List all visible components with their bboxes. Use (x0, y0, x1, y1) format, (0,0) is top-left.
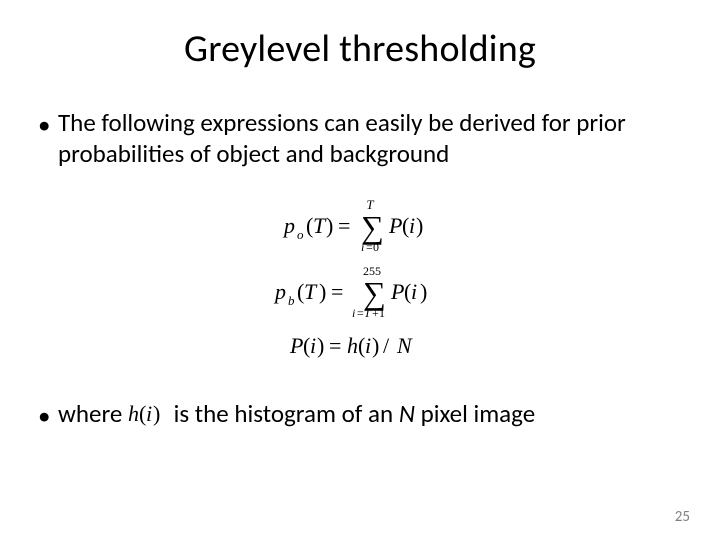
svg-text:i: i (361, 240, 364, 253)
svg-text:): ) (416, 213, 423, 238)
svg-text:P: P (390, 279, 404, 304)
svg-text:): ) (319, 279, 326, 304)
svg-text:=: = (331, 279, 343, 304)
svg-text:): ) (420, 279, 427, 304)
svg-text:i: i (310, 333, 316, 358)
svg-text:): ) (326, 213, 333, 238)
bullet-2: • where h ( i ) is the histogram of an N… (36, 399, 684, 434)
svg-text:=: = (338, 213, 350, 238)
svg-text:): ) (153, 402, 160, 426)
svg-text:P: P (388, 213, 402, 238)
svg-text:T: T (313, 213, 327, 238)
svg-text:N: N (396, 333, 413, 358)
svg-text:T: T (304, 279, 318, 304)
svg-text:T: T (366, 197, 374, 212)
svg-text:=: = (366, 240, 373, 253)
svg-text:0: 0 (373, 240, 379, 253)
svg-text:h: h (128, 402, 139, 426)
svg-text:i: i (411, 279, 417, 304)
bullet-2-tail: pixel image (415, 398, 535, 429)
svg-text:i: i (352, 306, 355, 319)
equation-pb: p b ( T ) = ∑ 255 i = T + 1 P ( i ) (255, 263, 465, 319)
svg-text:h: h (347, 333, 358, 358)
svg-text:i: i (365, 333, 371, 358)
bullet-2-text: where h ( i ) is the histogram of an N p… (58, 399, 684, 434)
svg-text:1: 1 (379, 306, 385, 319)
page-title: Greylevel thresholding (36, 26, 684, 72)
svg-text:i: i (409, 213, 415, 238)
svg-text:255: 255 (363, 264, 381, 278)
bullet-dot-icon: • (36, 399, 58, 432)
svg-text:=: = (329, 333, 341, 358)
equation-Pi: P ( i ) = h ( i ) / N (270, 329, 450, 363)
svg-text:p: p (273, 279, 286, 304)
svg-text:): ) (372, 333, 379, 358)
svg-text:o: o (297, 227, 304, 242)
equations-block: p o ( T ) = ∑ T i = 0 P ( i ) (36, 197, 684, 363)
svg-text:b: b (288, 293, 295, 308)
svg-text:=: = (357, 306, 364, 319)
bullet-2-pre: where (58, 398, 128, 429)
equation-po: p o ( T ) = ∑ T i = 0 P ( i ) (260, 197, 460, 253)
svg-text:): ) (317, 333, 324, 358)
page-number: 25 (675, 508, 690, 526)
bullet-2-N: N (399, 398, 415, 429)
inline-h-of-i: h ( i ) (128, 402, 166, 434)
svg-text:i: i (146, 402, 152, 426)
svg-text:+: + (372, 306, 379, 319)
bullet-1: • The following expressions can easily b… (36, 108, 684, 169)
slide: Greylevel thresholding • The following e… (0, 0, 720, 540)
svg-text:P: P (289, 333, 303, 358)
svg-text:/: / (383, 333, 390, 358)
bullet-dot-icon: • (36, 108, 58, 141)
bullet-2-post: is the histogram of an (174, 398, 399, 429)
bullet-1-text: The following expressions can easily be … (58, 108, 684, 169)
svg-text:p: p (282, 213, 295, 238)
